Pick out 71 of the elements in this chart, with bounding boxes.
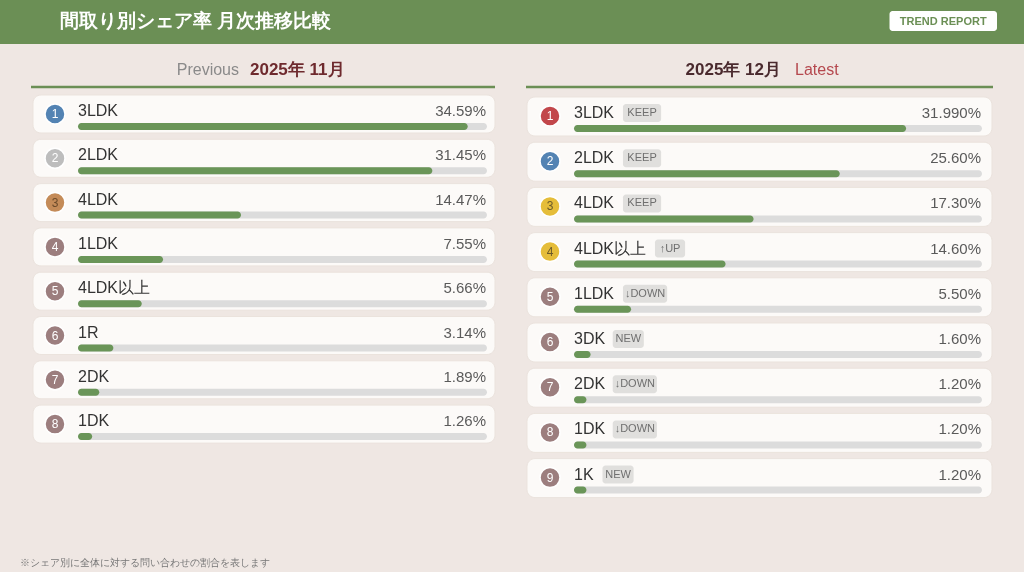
y2-tick-label: 7 [51, 372, 59, 387]
y2-tick-label: 6 [51, 328, 59, 343]
annotation: NEW [605, 467, 632, 480]
y2-tick-label: 7 [546, 380, 554, 395]
bar [78, 344, 114, 352]
annotation: KEEP [627, 196, 657, 209]
chart-subtitle: Previous [176, 61, 239, 78]
bar [78, 255, 164, 263]
y2-tick-label: 3 [546, 199, 554, 214]
category-label: 1LDK [574, 284, 615, 302]
y2-tick-label: 4 [546, 244, 554, 259]
category-label: 4LDK [78, 190, 119, 208]
data-label: 1.26% [443, 412, 486, 430]
category-label: 3LDK [78, 102, 119, 119]
y2-tick-label: 2 [546, 154, 554, 169]
category-label: 4LDK以上 [78, 279, 151, 297]
y2-tick-label: 2 [51, 151, 59, 166]
chart-title: 2025年 12月 [685, 60, 781, 79]
bar [78, 300, 142, 308]
bar [574, 305, 632, 313]
category-label: 1DK [78, 412, 110, 430]
text: ※シェア別に全体に対する問い合わせの割合を表します [20, 557, 270, 568]
category-label: 4LDK以上 [574, 239, 647, 257]
annotation: ↑UP [659, 241, 681, 254]
chart-title: 2025年 11月 [250, 60, 345, 79]
y2-tick-label: 9 [546, 470, 554, 485]
category-label: 2LDK [78, 146, 119, 164]
category-label: 3LDK [574, 104, 615, 121]
data-label: 1.89% [443, 367, 486, 385]
category-label: 1DK [574, 420, 606, 438]
data-label: 25.60% [930, 149, 981, 167]
annotation: ↓DOWN [614, 422, 656, 435]
annotation: KEEP [627, 151, 657, 164]
category-label: 2DK [78, 367, 110, 385]
data-label: 7.55% [443, 234, 486, 252]
data-label: 5.66% [443, 279, 486, 297]
annotation: KEEP [627, 106, 657, 118]
category-label: 1K [574, 465, 594, 483]
category-label: 2DK [574, 375, 606, 393]
chart-subtitle: Latest [795, 61, 840, 78]
annotation: ↓DOWN [614, 377, 656, 390]
category-label: 2LDK [574, 149, 615, 167]
data-label: 5.50% [938, 284, 981, 302]
data-label: 1.20% [938, 465, 981, 483]
y2-tick-label: 1 [546, 109, 554, 123]
category-label: 4LDK [574, 194, 615, 212]
data-label: 1.60% [938, 330, 981, 347]
data-label: 31.990% [921, 104, 981, 121]
category-label: 1R [78, 323, 99, 341]
y2-tick-label: 8 [51, 417, 59, 432]
data-label: 14.47% [435, 190, 486, 208]
category-label: 3DK [574, 330, 606, 347]
y2-tick-label: 4 [51, 239, 59, 254]
annotation: NEW [615, 332, 642, 344]
annotation: ↓DOWN [624, 286, 666, 299]
text: 間取り別シェア率 月次推移比較 [60, 10, 333, 31]
y2-tick-label: 5 [546, 289, 554, 304]
data-label: 17.30% [930, 194, 981, 212]
data-label: 3.14% [443, 323, 486, 341]
text: TREND REPORT [899, 14, 987, 27]
data-label: 1.20% [938, 375, 981, 393]
y2-tick-label: 1 [51, 107, 59, 121]
data-label: 14.60% [930, 239, 981, 257]
data-label: 31.45% [435, 146, 486, 164]
y2-tick-label: 6 [546, 335, 554, 349]
data-label: 1.20% [938, 420, 981, 438]
y2-tick-label: 5 [51, 284, 59, 299]
category-label: 1LDK [78, 234, 119, 252]
y2-tick-label: 8 [546, 425, 554, 440]
y2-tick-label: 3 [51, 195, 59, 210]
data-label: 34.59% [435, 102, 486, 119]
